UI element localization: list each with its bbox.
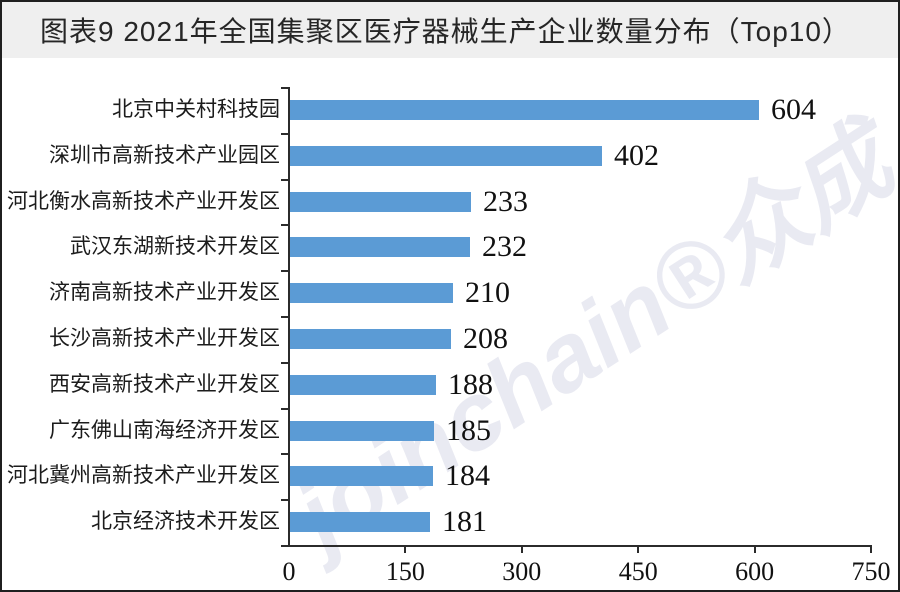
bar-value-label: 210 bbox=[465, 276, 510, 310]
y-axis-line bbox=[288, 87, 290, 547]
category-label: 长沙高新技术产业开发区 bbox=[49, 326, 280, 350]
y-axis-tick bbox=[281, 87, 288, 89]
y-axis-tick bbox=[281, 499, 288, 502]
x-axis-tick bbox=[637, 545, 640, 553]
category-label: 河北冀州高新技术产业开发区 bbox=[7, 464, 280, 488]
bar-10 bbox=[290, 512, 430, 533]
bar-4 bbox=[290, 237, 470, 258]
bar-6 bbox=[290, 328, 451, 349]
y-axis-tick bbox=[281, 316, 288, 318]
figure-title: 图表9 2021年全国集聚区医疗器械生产企业数量分布（Top10） bbox=[40, 16, 851, 47]
bar-value-label: 181 bbox=[442, 505, 487, 539]
bar-value-label: 208 bbox=[463, 321, 508, 355]
bar-value-label: 232 bbox=[482, 230, 527, 264]
category-label: 北京中关村科技园 bbox=[112, 97, 280, 121]
y-axis-tick bbox=[281, 545, 288, 547]
bar-1 bbox=[290, 99, 759, 120]
bar-8 bbox=[290, 420, 434, 441]
y-axis-tick bbox=[281, 361, 288, 364]
x-axis-tick bbox=[753, 545, 756, 553]
x-tick-label: 600 bbox=[735, 557, 775, 586]
y-axis-tick bbox=[281, 224, 288, 227]
x-axis-line bbox=[288, 545, 872, 547]
bar-9 bbox=[290, 466, 433, 487]
x-axis-tick bbox=[520, 545, 523, 553]
x-tick-label: 450 bbox=[618, 557, 658, 586]
y-axis-tick bbox=[281, 270, 288, 273]
y-axis-tick bbox=[281, 453, 288, 456]
category-label: 广东佛山南海经济开发区 bbox=[49, 418, 280, 442]
bar-value-label: 188 bbox=[448, 367, 493, 401]
x-tick-label: 150 bbox=[385, 557, 425, 586]
x-tick-label: 0 bbox=[282, 557, 296, 586]
category-label: 西安高新技术产业开发区 bbox=[49, 372, 280, 396]
figure-title-band: 图表9 2021年全国集聚区医疗器械生产企业数量分布（Top10） bbox=[2, 2, 898, 58]
y-axis-tick bbox=[281, 407, 288, 410]
x-tick-label: 750 bbox=[851, 557, 891, 586]
bar-value-label: 185 bbox=[446, 413, 491, 447]
bar-value-label: 604 bbox=[771, 92, 816, 126]
category-label: 河北衡水高新技术产业开发区 bbox=[7, 189, 280, 213]
bar-value-label: 402 bbox=[614, 138, 659, 172]
y-axis-tick bbox=[281, 178, 288, 181]
bar-5 bbox=[290, 283, 453, 304]
y-axis-tick bbox=[281, 132, 288, 135]
bar-value-label: 184 bbox=[445, 459, 490, 493]
bar-chart: joinchain®众成 0 150 300 450 600 750 北京中关村科技园 604… bbox=[2, 58, 900, 590]
category-label: 济南高新技术产业开发区 bbox=[49, 281, 280, 305]
x-axis-tick bbox=[404, 545, 407, 553]
bar-value-label: 233 bbox=[483, 184, 528, 218]
bar-7 bbox=[290, 374, 436, 395]
bar-3 bbox=[290, 191, 471, 212]
bar-2 bbox=[290, 145, 602, 166]
x-axis-tick bbox=[870, 545, 872, 553]
category-label: 武汉东湖新技术开发区 bbox=[70, 235, 280, 259]
category-label: 北京经济技术开发区 bbox=[91, 510, 280, 534]
x-tick-label: 300 bbox=[502, 557, 542, 586]
category-label: 深圳市高新技术产业园区 bbox=[49, 143, 280, 167]
